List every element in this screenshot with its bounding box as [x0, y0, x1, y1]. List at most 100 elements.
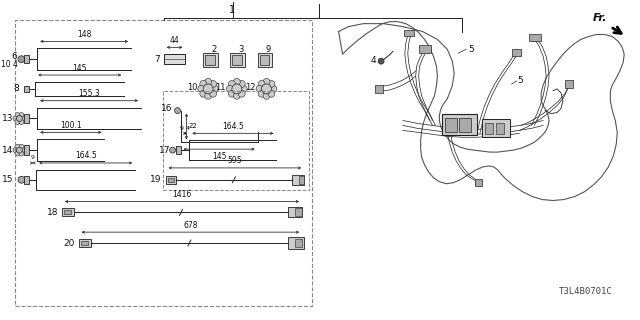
Circle shape: [18, 56, 25, 63]
Circle shape: [234, 78, 240, 85]
Circle shape: [17, 147, 22, 153]
Circle shape: [21, 116, 26, 121]
Circle shape: [210, 81, 216, 87]
Bar: [204, 53, 218, 67]
Text: 2: 2: [211, 45, 216, 54]
Circle shape: [15, 151, 20, 156]
Text: 11: 11: [216, 84, 226, 92]
Bar: [24, 86, 29, 92]
Text: 16: 16: [161, 104, 173, 113]
Circle shape: [19, 144, 24, 149]
Text: 155.3: 155.3: [78, 89, 100, 98]
Circle shape: [13, 148, 18, 153]
Circle shape: [13, 116, 18, 121]
Bar: [257, 53, 273, 67]
Bar: [299, 176, 304, 184]
Circle shape: [270, 85, 277, 92]
Bar: [205, 55, 215, 65]
Bar: [375, 85, 383, 93]
Text: 20: 20: [63, 238, 75, 247]
Bar: [404, 29, 413, 36]
Bar: [565, 80, 573, 88]
Text: 10 4: 10 4: [1, 60, 17, 69]
Circle shape: [238, 90, 245, 97]
Circle shape: [378, 58, 384, 64]
Bar: [529, 34, 541, 41]
Text: 5: 5: [518, 76, 524, 85]
Circle shape: [258, 90, 265, 97]
Text: 145: 145: [72, 64, 87, 73]
Bar: [15, 20, 312, 306]
Text: 678: 678: [183, 221, 198, 230]
Bar: [168, 178, 173, 182]
Bar: [175, 146, 180, 154]
Text: T3L4B0701C: T3L4B0701C: [559, 287, 612, 296]
Bar: [24, 114, 29, 124]
Circle shape: [205, 78, 212, 85]
Text: 6: 6: [12, 52, 17, 61]
Circle shape: [205, 92, 212, 99]
Text: 10: 10: [187, 84, 197, 92]
Bar: [64, 210, 71, 214]
Text: 13: 13: [2, 114, 13, 123]
Circle shape: [19, 119, 24, 124]
Bar: [230, 53, 244, 67]
Text: 18: 18: [47, 208, 58, 217]
Circle shape: [212, 85, 218, 92]
Circle shape: [200, 81, 207, 87]
Bar: [445, 117, 457, 132]
Circle shape: [204, 84, 213, 94]
Circle shape: [15, 119, 20, 124]
Text: 4: 4: [371, 56, 376, 65]
Text: 19: 19: [150, 175, 162, 184]
Bar: [485, 124, 493, 134]
Circle shape: [210, 90, 216, 97]
Bar: [482, 119, 509, 137]
Circle shape: [228, 81, 236, 87]
Bar: [419, 45, 431, 53]
Bar: [511, 49, 522, 56]
Text: 8: 8: [13, 84, 19, 93]
Circle shape: [19, 151, 24, 156]
Text: 595: 595: [228, 156, 242, 165]
Circle shape: [170, 147, 175, 153]
Text: 14: 14: [2, 146, 13, 155]
Bar: [475, 179, 482, 186]
Circle shape: [200, 90, 207, 97]
Bar: [260, 55, 269, 65]
Text: Fr.: Fr.: [593, 13, 607, 23]
Bar: [81, 241, 88, 245]
Text: 9: 9: [266, 45, 271, 54]
Circle shape: [232, 84, 242, 94]
Circle shape: [238, 81, 245, 87]
Circle shape: [15, 144, 20, 149]
Circle shape: [263, 92, 270, 99]
Circle shape: [263, 78, 270, 85]
Bar: [24, 145, 29, 155]
Bar: [459, 117, 471, 132]
Text: 9 4: 9 4: [180, 126, 190, 131]
Circle shape: [268, 90, 275, 97]
Bar: [232, 55, 242, 65]
Text: 164.5: 164.5: [222, 122, 244, 131]
Circle shape: [262, 84, 271, 94]
Text: 100.1: 100.1: [60, 121, 82, 130]
Text: 7: 7: [154, 55, 160, 64]
Circle shape: [18, 176, 25, 183]
Text: 9: 9: [31, 156, 35, 161]
Text: 22: 22: [189, 124, 198, 129]
Circle shape: [268, 81, 275, 87]
Circle shape: [198, 85, 205, 92]
Text: 3: 3: [238, 45, 243, 54]
Bar: [292, 175, 304, 185]
Text: 145: 145: [212, 152, 227, 161]
Circle shape: [227, 85, 234, 92]
Bar: [288, 237, 304, 249]
Text: 44: 44: [170, 36, 179, 45]
Bar: [163, 91, 309, 190]
Bar: [164, 54, 186, 64]
Bar: [295, 208, 302, 216]
Circle shape: [234, 92, 240, 99]
Text: 17: 17: [159, 146, 171, 155]
Circle shape: [240, 85, 247, 92]
